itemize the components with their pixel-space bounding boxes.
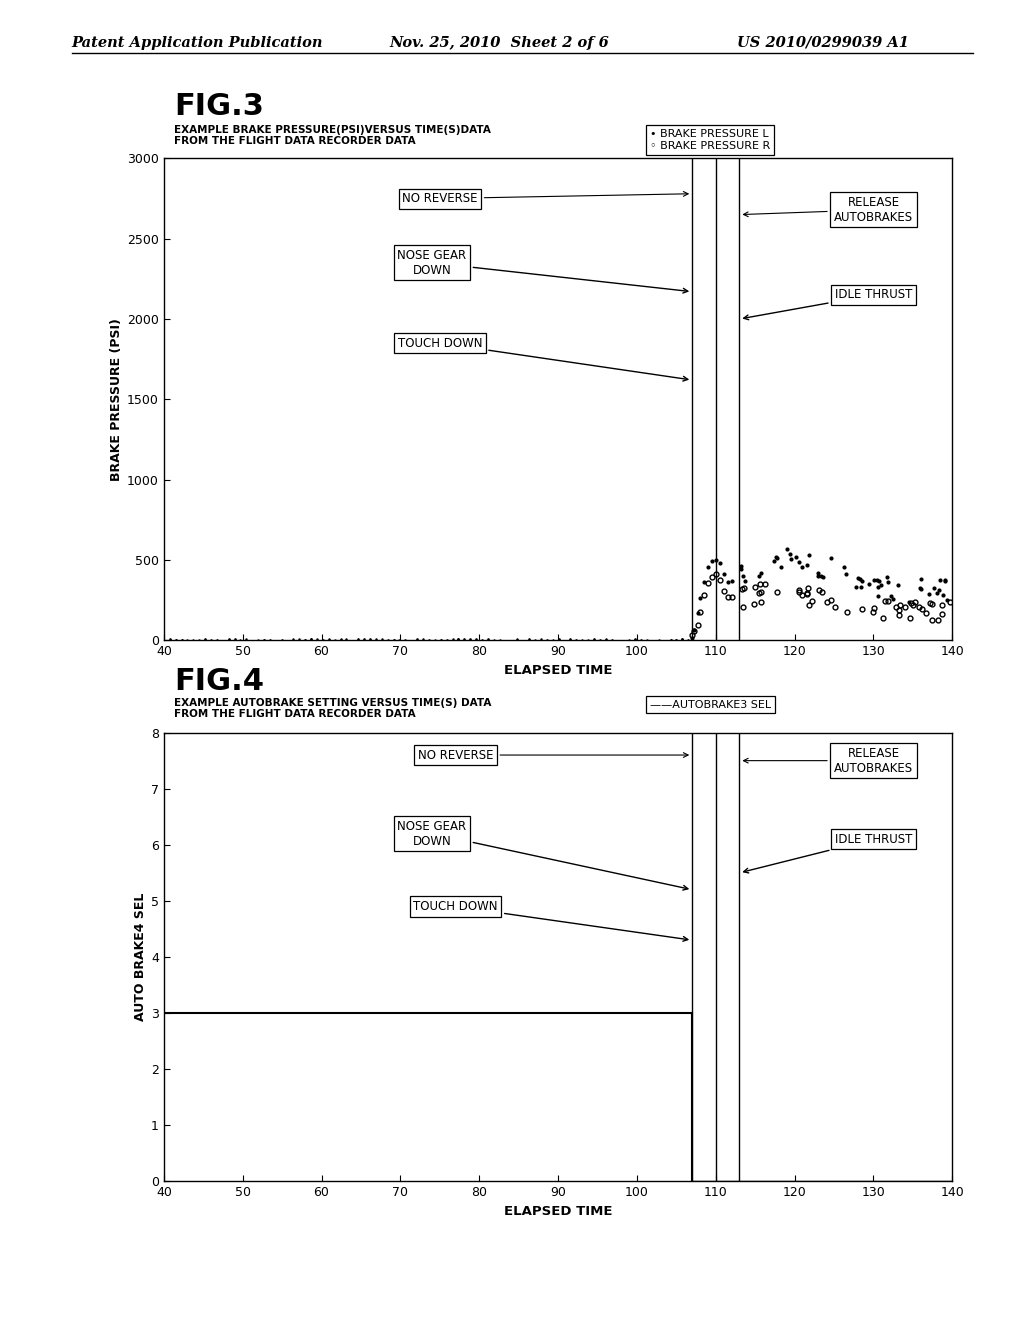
Text: • BRAKE PRESSURE L
◦ BRAKE PRESSURE R: • BRAKE PRESSURE L ◦ BRAKE PRESSURE R bbox=[650, 129, 770, 150]
Text: RELEASE
AUTOBRAKES: RELEASE AUTOBRAKES bbox=[743, 195, 913, 224]
Text: NO REVERSE: NO REVERSE bbox=[418, 748, 688, 762]
Text: NOSE GEAR
DOWN: NOSE GEAR DOWN bbox=[397, 248, 688, 293]
Text: TOUCH DOWN: TOUCH DOWN bbox=[397, 337, 688, 381]
Text: ——AUTOBRAKE3 SEL: ——AUTOBRAKE3 SEL bbox=[650, 700, 771, 710]
Text: FIG.4: FIG.4 bbox=[174, 667, 264, 696]
Text: US 2010/0299039 A1: US 2010/0299039 A1 bbox=[737, 36, 909, 50]
Text: Nov. 25, 2010  Sheet 2 of 6: Nov. 25, 2010 Sheet 2 of 6 bbox=[389, 36, 609, 50]
X-axis label: ELAPSED TIME: ELAPSED TIME bbox=[504, 1205, 612, 1218]
Text: NOSE GEAR
DOWN: NOSE GEAR DOWN bbox=[397, 820, 688, 890]
Text: FROM THE FLIGHT DATA RECORDER DATA: FROM THE FLIGHT DATA RECORDER DATA bbox=[174, 136, 416, 147]
Text: NO REVERSE: NO REVERSE bbox=[402, 191, 688, 205]
Text: EXAMPLE BRAKE PRESSURE(PSI)VERSUS TIME(S)DATA: EXAMPLE BRAKE PRESSURE(PSI)VERSUS TIME(S… bbox=[174, 125, 490, 136]
Y-axis label: AUTO BRAKE4 SEL: AUTO BRAKE4 SEL bbox=[134, 892, 146, 1022]
Text: IDLE THRUST: IDLE THRUST bbox=[743, 288, 912, 319]
Text: RELEASE
AUTOBRAKES: RELEASE AUTOBRAKES bbox=[743, 747, 913, 775]
Text: FIG.3: FIG.3 bbox=[174, 92, 264, 121]
Text: TOUCH DOWN: TOUCH DOWN bbox=[414, 900, 688, 941]
Text: Patent Application Publication: Patent Application Publication bbox=[72, 36, 324, 50]
Text: IDLE THRUST: IDLE THRUST bbox=[743, 833, 912, 873]
Y-axis label: BRAKE PRESSURE (PSI): BRAKE PRESSURE (PSI) bbox=[110, 318, 123, 480]
Text: EXAMPLE AUTOBRAKE SETTING VERSUS TIME(S) DATA: EXAMPLE AUTOBRAKE SETTING VERSUS TIME(S)… bbox=[174, 698, 492, 709]
X-axis label: ELAPSED TIME: ELAPSED TIME bbox=[504, 664, 612, 677]
Text: FROM THE FLIGHT DATA RECORDER DATA: FROM THE FLIGHT DATA RECORDER DATA bbox=[174, 709, 416, 719]
